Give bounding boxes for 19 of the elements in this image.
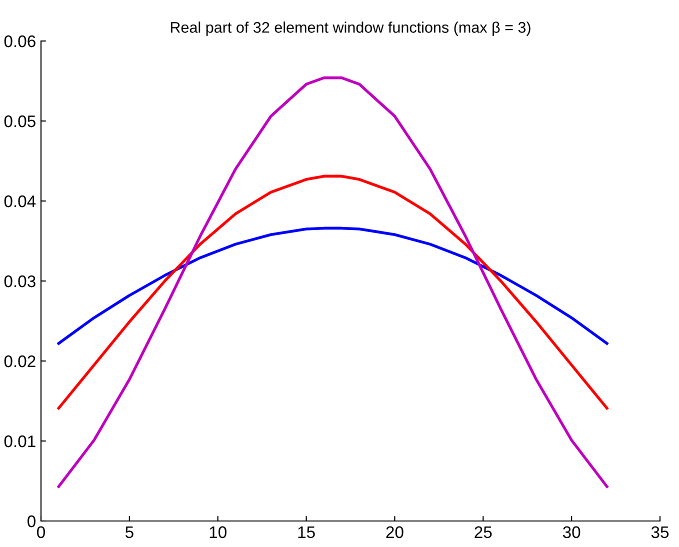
chart-title: Real part of 32 element window functions (max β = 3)	[170, 22, 530, 36]
y-tick-label: 0.01	[4, 435, 36, 448]
x-tick-label: 0	[37, 526, 45, 538]
x-tick-label: 20	[386, 526, 404, 538]
y-tick-label: 0.05	[4, 115, 36, 128]
x-tick-label: 15	[298, 526, 315, 538]
y-tick-label: 0	[28, 515, 36, 528]
y-tick-label: 0.03	[4, 275, 36, 288]
line-series	[57, 174, 608, 410]
x-tick-label: 5	[125, 526, 134, 538]
y-tick-label: 0.04	[4, 195, 36, 208]
y-tick-label: 0.02	[4, 355, 36, 368]
y-tick-label: 0.06	[4, 35, 36, 48]
x-tick-label: 30	[562, 526, 580, 538]
line-series	[57, 76, 608, 488]
x-tick-label: 10	[210, 526, 226, 538]
x-tick-label: 25	[474, 526, 492, 538]
line-series	[57, 226, 608, 345]
x-tick-label: 35	[651, 526, 669, 538]
